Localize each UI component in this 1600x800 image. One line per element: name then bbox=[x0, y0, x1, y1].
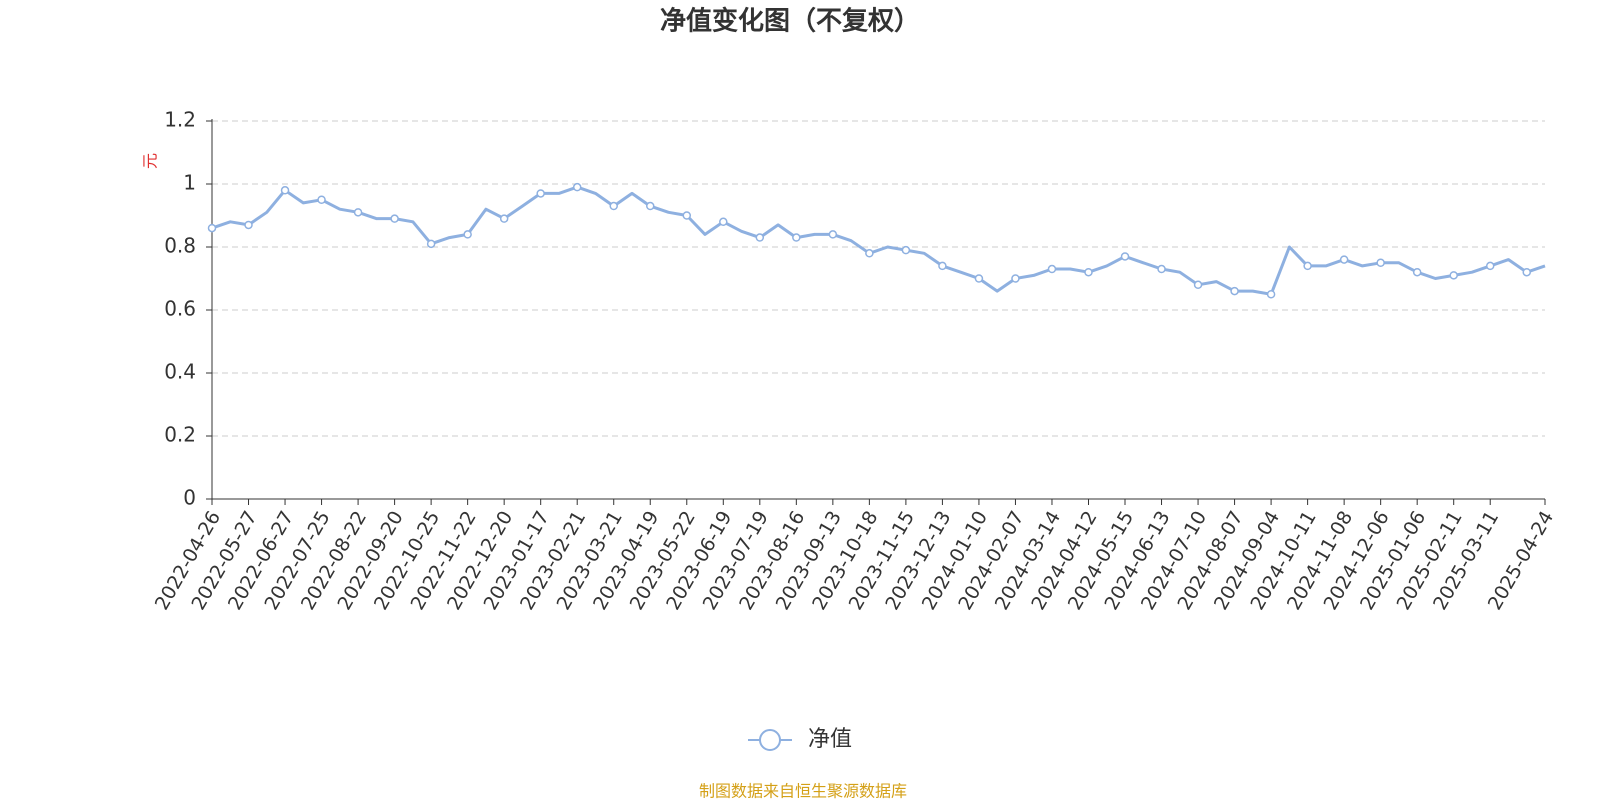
data-point bbox=[1011, 274, 1020, 283]
y-axis-label: 元 bbox=[141, 153, 160, 169]
data-point bbox=[572, 182, 582, 192]
y-tick-label: 0.4 bbox=[164, 360, 196, 384]
data-point bbox=[645, 201, 655, 211]
data-point bbox=[1193, 280, 1203, 290]
legend-marker bbox=[759, 729, 781, 751]
data-point bbox=[755, 233, 765, 242]
data-point bbox=[390, 214, 399, 223]
data-point bbox=[609, 201, 618, 211]
data-point bbox=[536, 189, 545, 198]
data-point bbox=[1303, 261, 1312, 271]
data-point bbox=[865, 249, 874, 258]
data-point bbox=[353, 208, 363, 217]
data-point bbox=[463, 230, 472, 239]
data-point bbox=[938, 261, 947, 271]
data-point bbox=[1120, 252, 1130, 261]
data-point bbox=[317, 195, 326, 204]
data-point bbox=[1522, 267, 1531, 277]
data-point bbox=[901, 245, 911, 255]
data-point bbox=[499, 214, 509, 223]
data-line bbox=[211, 185, 1546, 296]
data-point bbox=[719, 217, 728, 227]
y-tick-label: 0 bbox=[183, 486, 196, 510]
data-point bbox=[1157, 264, 1166, 274]
data-point bbox=[828, 230, 838, 239]
y-tick-label: 0.6 bbox=[164, 297, 196, 321]
data-point bbox=[682, 211, 692, 220]
data-point bbox=[280, 186, 290, 195]
data-point bbox=[1485, 261, 1495, 271]
data-point bbox=[974, 274, 984, 283]
y-tick-label: 0.8 bbox=[164, 234, 196, 258]
legend-label: 净值 bbox=[808, 727, 852, 752]
data-point bbox=[426, 239, 436, 249]
data-point bbox=[1266, 290, 1276, 299]
data-point bbox=[1376, 258, 1385, 267]
data-point bbox=[1339, 255, 1349, 264]
data-point bbox=[207, 223, 217, 233]
y-tick-label: 1 bbox=[183, 171, 196, 195]
data-point bbox=[1084, 267, 1093, 277]
data-point bbox=[244, 220, 253, 230]
source-note: 制图数据来自恒生聚源数据库 bbox=[699, 782, 907, 800]
data-point bbox=[1449, 271, 1458, 280]
y-tick-label: 1.2 bbox=[164, 108, 196, 132]
data-point bbox=[792, 233, 801, 242]
data-point bbox=[1230, 286, 1239, 296]
data-point bbox=[1047, 264, 1057, 274]
chart-title: 净值变化图（不复权） bbox=[660, 6, 920, 37]
y-tick-label: 0.2 bbox=[164, 423, 196, 447]
data-point bbox=[1412, 267, 1422, 277]
